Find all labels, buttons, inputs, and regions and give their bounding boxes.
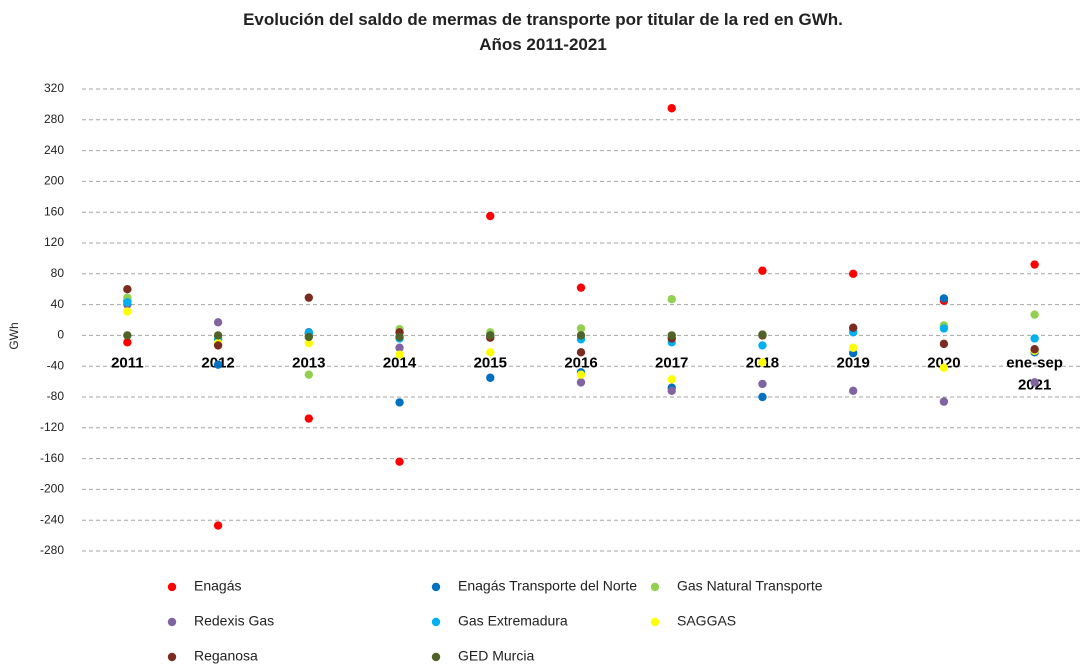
legend-label: Enagás Transporte del Norte (458, 578, 637, 594)
y-tick-label: 80 (51, 266, 65, 280)
y-tick-label: 240 (44, 143, 64, 157)
y-axis-label: GWh (7, 322, 21, 349)
dot (213, 318, 223, 327)
dot (758, 341, 767, 350)
dot (486, 331, 495, 340)
dot (576, 283, 586, 292)
dot (758, 392, 767, 402)
legend-marker (650, 617, 660, 627)
dot (304, 293, 314, 302)
legend-marker (167, 582, 177, 592)
y-tick-label: -240 (40, 512, 64, 526)
legend-marker (650, 582, 660, 592)
y-tick-label: 160 (44, 204, 64, 218)
y-tick-label: 280 (44, 112, 64, 126)
dot (758, 266, 767, 275)
dot (1030, 260, 1039, 269)
y-tick-label: 0 (57, 328, 64, 342)
dot (667, 331, 676, 340)
legend-marker (431, 582, 441, 592)
dot (576, 370, 586, 379)
x-tick-label: 2019 (836, 354, 869, 371)
dot (213, 331, 223, 340)
legend-label: Enagás (194, 578, 241, 594)
dot (667, 104, 676, 113)
dot (1030, 310, 1039, 319)
dot (213, 341, 223, 350)
legend-marker (167, 652, 177, 662)
legend-label: Reganosa (194, 648, 258, 664)
legend-label: Gas Natural Transporte (677, 578, 823, 594)
y-tick-label: -200 (40, 482, 64, 496)
y-tick-label: -120 (40, 420, 64, 434)
legend-label: SAGGAS (677, 613, 736, 629)
dot (667, 386, 676, 396)
dot (758, 330, 767, 339)
y-tick-label: -80 (47, 389, 65, 403)
dot (576, 378, 586, 387)
dot (486, 348, 495, 357)
dot (1030, 378, 1039, 387)
x-tick-label: 2013 (292, 354, 325, 371)
dot (486, 373, 495, 382)
dot (758, 379, 767, 389)
dot (939, 397, 949, 406)
dot (304, 332, 314, 342)
x-tick-label: 2015 (474, 354, 507, 371)
legend-marker (167, 617, 177, 627)
x-tick-label: 2014 (383, 354, 417, 371)
dot (395, 457, 404, 466)
dot (304, 370, 314, 379)
dot (395, 343, 404, 352)
chart-title: Evolución del saldo de mermas de transpo… (243, 10, 843, 54)
dot (939, 294, 949, 303)
dot (123, 338, 132, 347)
dot (1030, 345, 1039, 354)
legend-marker (431, 652, 441, 662)
dot (213, 360, 223, 369)
x-tick-label: 2017 (655, 354, 688, 371)
legend-label: GED Murcia (458, 648, 534, 664)
dot (123, 285, 132, 294)
dot (758, 358, 767, 367)
x-tick-label: ene-sep2021 (1006, 354, 1063, 393)
dot (123, 331, 132, 340)
dot (395, 332, 404, 342)
y-tick-label: 320 (44, 81, 64, 95)
dot (486, 211, 495, 221)
dot (395, 398, 404, 407)
dot (848, 343, 858, 352)
dot (123, 298, 132, 307)
dot (848, 269, 858, 278)
dot (213, 521, 223, 530)
dot (576, 331, 586, 340)
dot (304, 414, 314, 423)
y-tick-label: -280 (40, 543, 64, 557)
dot (123, 307, 132, 316)
x-tick-label: 2016 (564, 354, 597, 371)
dot (667, 295, 676, 304)
dot (939, 363, 949, 372)
dot (848, 323, 858, 332)
dot (304, 338, 314, 348)
legend-label: Redexis Gas (194, 613, 274, 629)
dot (576, 348, 586, 357)
x-tick-label: 2020 (927, 354, 960, 371)
dot (667, 375, 676, 384)
dot (576, 324, 586, 333)
dot (939, 324, 949, 333)
y-tick-label: 120 (44, 235, 64, 249)
legend-marker (431, 617, 441, 627)
legend-label: Gas Extremadura (458, 613, 568, 629)
y-tick-label: -40 (47, 358, 65, 372)
y-tick-label: 40 (51, 297, 65, 311)
y-tick-label: -160 (40, 451, 64, 465)
x-tick-label: 2011 (111, 354, 144, 371)
dot (1030, 334, 1039, 343)
dot (848, 386, 858, 396)
y-tick-label: 200 (44, 174, 64, 188)
dot (395, 350, 404, 359)
dot (939, 339, 949, 349)
